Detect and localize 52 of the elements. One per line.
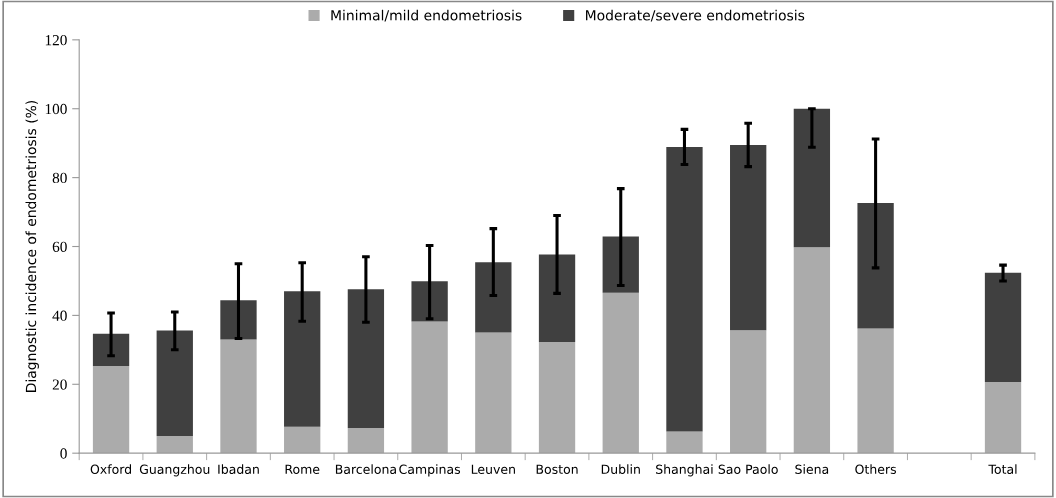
- y-tick-label: 0: [60, 448, 67, 459]
- bar: [347, 428, 385, 454]
- x-tick-label: Guangzhou: [139, 464, 210, 477]
- bar: [857, 203, 894, 329]
- bar: [156, 330, 193, 436]
- y-tick-label: 60: [52, 241, 67, 252]
- bar: [92, 333, 130, 367]
- bar: [793, 108, 831, 248]
- y-tick-label: 80: [52, 172, 67, 184]
- x-tick-label: Siena: [795, 464, 829, 474]
- bar: [411, 321, 448, 454]
- x-tick-label: Shanghai: [656, 464, 713, 477]
- x-tick-label: Ibadan: [218, 464, 259, 474]
- x-tick-label: Rome: [285, 464, 320, 474]
- x-tick-label: Leuven: [471, 464, 515, 474]
- x-tick-label: Dublin: [601, 464, 640, 474]
- bar: [602, 236, 639, 293]
- bar: [538, 254, 576, 342]
- y-tick-label: 100: [45, 103, 67, 115]
- bar: [92, 366, 130, 454]
- bar: [284, 291, 321, 427]
- bar: [538, 341, 576, 454]
- bar: [984, 381, 1022, 454]
- bar: [347, 289, 385, 429]
- bar: [666, 146, 703, 432]
- y-tick-label: 40: [52, 310, 67, 321]
- bar: [730, 330, 767, 454]
- bar: [156, 435, 193, 454]
- x-tick-label: Others: [855, 464, 896, 474]
- x-tick-label: Oxford: [90, 464, 131, 474]
- x-tick-label: Sao Paolo: [718, 464, 778, 474]
- bar: [730, 144, 767, 331]
- bar: [793, 247, 831, 454]
- bar: [220, 300, 257, 340]
- y-tick-label: 120: [45, 34, 67, 46]
- x-tick-label: Total: [988, 464, 1017, 474]
- x-tick-label: Barcelona: [335, 464, 396, 474]
- x-tick-label: Boston: [536, 464, 578, 474]
- bar: [857, 328, 894, 454]
- bar: [411, 281, 448, 322]
- bar: [602, 292, 639, 454]
- bar: [475, 332, 512, 454]
- bar: [284, 426, 321, 454]
- legend-label: Minimal/mild endometriosis: [331, 9, 522, 22]
- bar: [220, 339, 257, 454]
- y-tick-label: 20: [52, 379, 67, 390]
- x-tick-label: Campinas: [399, 464, 461, 477]
- y-axis-title: Diagnostic incidence of endometriosis (%): [25, 100, 39, 392]
- legend-label: Moderate/severe endometriosis: [586, 9, 805, 22]
- bar: [984, 272, 1022, 382]
- bar: [666, 431, 703, 454]
- bar: [475, 262, 512, 333]
